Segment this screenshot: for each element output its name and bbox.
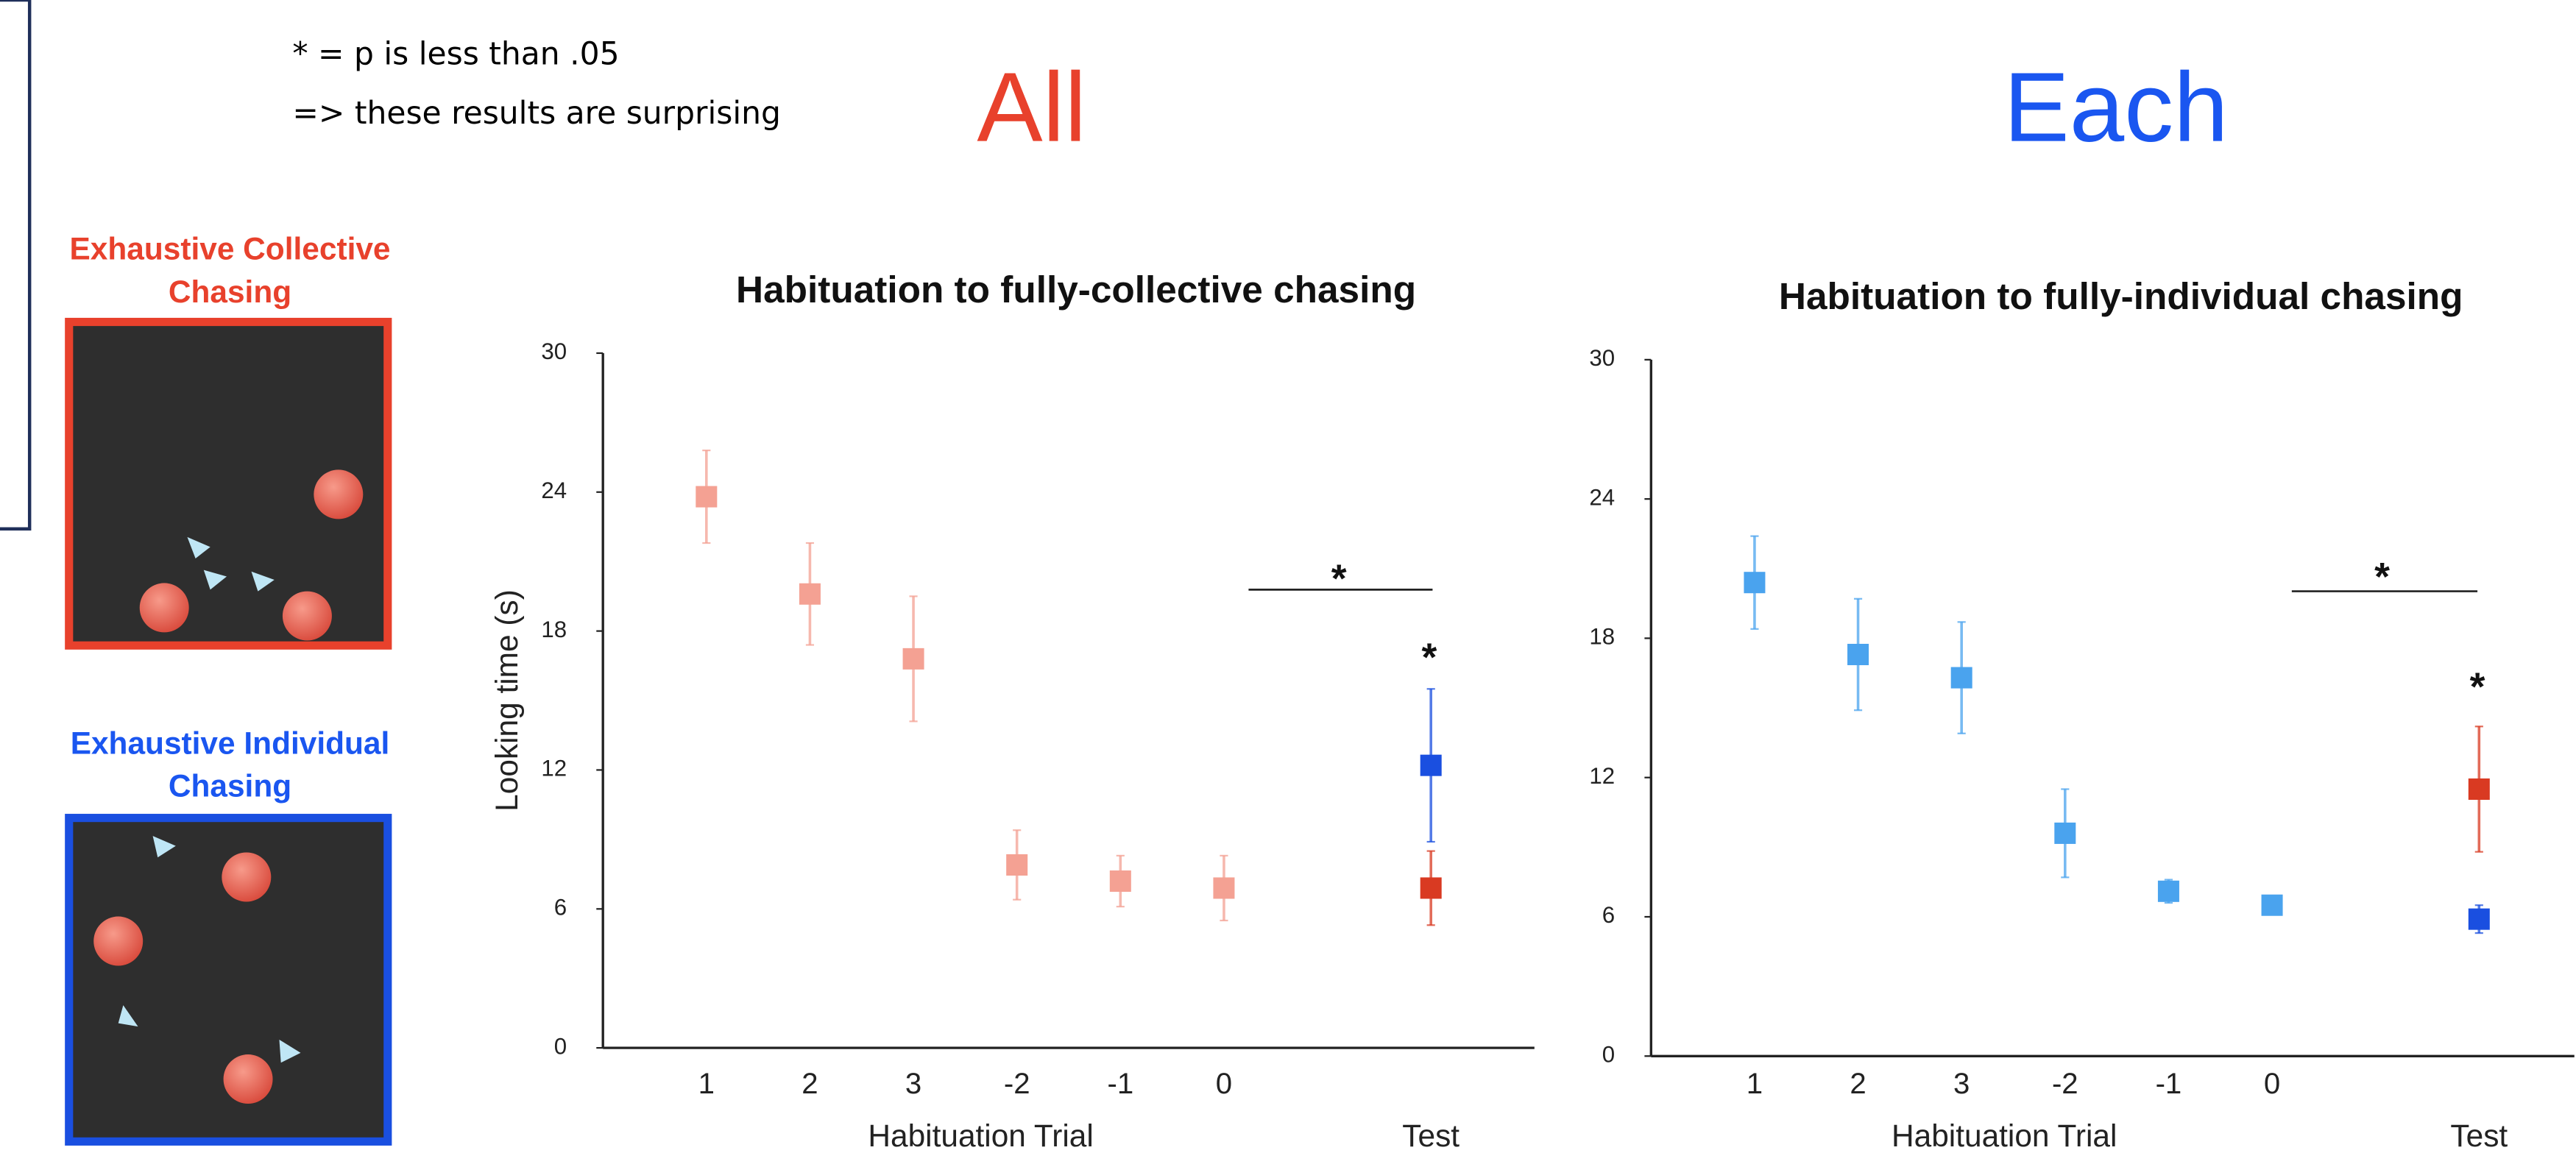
x-axis-label: Habituation Trial: [868, 1118, 1093, 1153]
y-tick-label: 18: [541, 617, 567, 642]
x-tick-label: -2: [1004, 1067, 1030, 1100]
y-axis-label: Looking time (s): [489, 589, 524, 812]
heading: All: [977, 53, 1086, 163]
x-tick-label: 3: [1953, 1067, 1970, 1100]
side-panel: [0, 0, 29, 529]
x-tick-label: 2: [802, 1067, 818, 1100]
point: [2054, 823, 2076, 844]
y-tick-label: 12: [1589, 763, 1615, 789]
point: [799, 583, 821, 605]
x-tick-label: 1: [698, 1067, 715, 1100]
x-tick-label: Test: [1402, 1118, 1459, 1153]
point: [1744, 572, 1765, 593]
point: [2158, 881, 2179, 902]
x-tick-label: 0: [2264, 1067, 2280, 1100]
y-tick-label: 24: [1589, 484, 1615, 510]
x-tick-label: Test: [2450, 1118, 2508, 1153]
diagram-label: Exhaustive Individual: [71, 726, 390, 761]
diagram-label: Chasing: [169, 769, 291, 803]
point: [2469, 778, 2490, 800]
page: * = p is less than .05 => these results …: [0, 0, 2576, 1153]
point: [1951, 667, 1972, 689]
note: => these results are surprising: [292, 96, 781, 132]
y-tick-label: 24: [541, 478, 567, 503]
annotation: *: [2470, 666, 2485, 709]
point: [1420, 755, 1442, 776]
point: [696, 486, 717, 508]
x-tick-label: 2: [1850, 1067, 1866, 1100]
y-tick-label: 0: [554, 1033, 567, 1059]
x-tick-label: -1: [1107, 1067, 1133, 1100]
point: [1006, 854, 1027, 876]
diagram-label: Chasing: [169, 274, 291, 309]
point: [1420, 877, 1442, 898]
y-tick-label: 0: [1602, 1042, 1615, 1068]
diagram-individual: [69, 818, 388, 1142]
slide: * = p is less than .05 => these results …: [0, 0, 2576, 1153]
y-tick-label: 30: [541, 338, 567, 364]
chart-title: Habituation to fully-individual chasing: [1779, 275, 2463, 317]
x-tick-label: 1: [1747, 1067, 1763, 1100]
x-tick-label: 3: [905, 1067, 921, 1100]
point: [2262, 895, 2283, 916]
x-axis-label: Habituation Trial: [1892, 1118, 2117, 1153]
x-tick-label: -1: [2156, 1067, 2182, 1100]
x-tick-label: -2: [2052, 1067, 2078, 1100]
point: [1847, 644, 1869, 665]
chart-title: Habituation to fully-collective chasing: [736, 269, 1416, 311]
y-tick-label: 12: [541, 756, 567, 781]
note: * = p is less than .05: [292, 36, 619, 72]
y-tick-label: 30: [1589, 345, 1615, 371]
point: [903, 648, 924, 670]
heading: Each: [2003, 53, 2228, 163]
x-tick-label: 0: [1216, 1067, 1232, 1100]
point: [1110, 870, 1131, 892]
annotation: *: [1422, 636, 1437, 679]
annotation: *: [2374, 556, 2390, 599]
y-tick-label: 18: [1589, 624, 1615, 650]
y-tick-label: 6: [554, 895, 567, 920]
point: [1213, 877, 1234, 898]
annotation: *: [1331, 557, 1347, 600]
diagram-collective: [69, 322, 388, 646]
y-tick-label: 6: [1602, 902, 1615, 928]
point: [2469, 909, 2490, 930]
diagram-label: Exhaustive Collective: [69, 232, 390, 266]
